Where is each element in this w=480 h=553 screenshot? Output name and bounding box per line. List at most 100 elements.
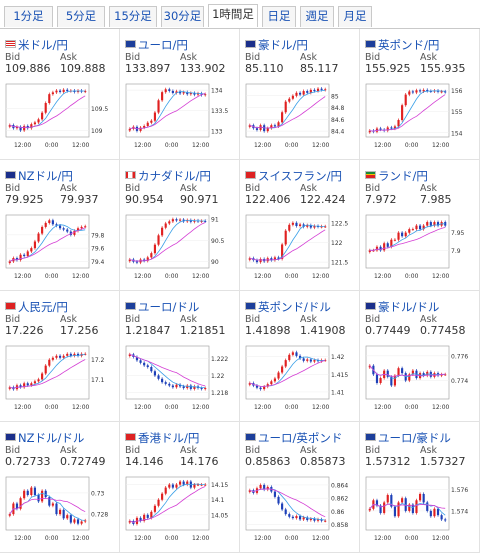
candle-body bbox=[175, 91, 178, 93]
tab-7[interactable]: 週足 bbox=[300, 6, 334, 27]
price-chart[interactable]: 85 84.8 84.6 84.4 12:00 0:00 12:00 bbox=[243, 81, 357, 151]
candle-body bbox=[76, 519, 80, 524]
pair-name-link[interactable]: NZドル/ドル bbox=[18, 431, 85, 445]
candle-body bbox=[193, 386, 196, 389]
pair-card: 豪ドル/円 Bid Ask 85.110 85.117 85 84.8 84.6 84.4 12:… bbox=[240, 29, 360, 160]
pair-name-link[interactable]: 英ポンド/円 bbox=[378, 38, 440, 52]
candle-body bbox=[386, 495, 389, 503]
candle-body bbox=[62, 509, 65, 519]
price-chart[interactable]: 0.864 0.862 0.86 0.858 12:00 0:00 12:00 bbox=[243, 474, 357, 544]
pair-name-link[interactable]: 英ポンド/ドル bbox=[258, 300, 331, 314]
candle-body bbox=[259, 484, 262, 489]
bid-value: 85.110 bbox=[245, 62, 284, 75]
pair-name-link[interactable]: カナダドル/円 bbox=[138, 169, 211, 183]
candle-body bbox=[66, 515, 69, 519]
flag-icon bbox=[5, 302, 16, 310]
price-chart[interactable]: 79.8 79.6 79.4 12:00 0:00 12:00 bbox=[3, 212, 117, 282]
x-tick-label: 12:00 bbox=[254, 273, 271, 280]
candle-body bbox=[175, 484, 178, 488]
tab-3[interactable]: 15分足 bbox=[109, 6, 157, 27]
price-chart[interactable]: 0.73 0.728 12:00 0:00 12:00 bbox=[3, 474, 117, 544]
ask-value: 122.424 bbox=[300, 193, 346, 206]
ask-label: Ask bbox=[300, 314, 317, 325]
pair-title: NZドル/円 bbox=[5, 165, 73, 183]
candle-body bbox=[84, 520, 87, 522]
candle-body bbox=[298, 92, 302, 95]
pair-name-link[interactable]: 人民元/円 bbox=[18, 300, 68, 314]
flag-icon bbox=[365, 302, 376, 310]
price-chart[interactable]: 0.776 0.774 12:00 0:00 12:00 bbox=[363, 343, 477, 413]
pair-name-link[interactable]: NZドル/円 bbox=[18, 169, 73, 183]
pair-name-link[interactable]: ユーロ/円 bbox=[138, 38, 188, 52]
pair-name-link[interactable]: ランド/円 bbox=[378, 169, 428, 183]
candle-body bbox=[386, 243, 389, 247]
pair-card: スイスフラン/円 Bid Ask 122.406 122.424 122.5 122 121.… bbox=[240, 160, 360, 291]
candle-body bbox=[393, 375, 397, 386]
price-chart[interactable]: 91 90.5 90 12:00 0:00 12:00 bbox=[123, 212, 237, 282]
tab-active[interactable]: 1時間足 bbox=[208, 4, 258, 27]
y-tick-label: 0.776 bbox=[451, 353, 468, 360]
ask-label: Ask bbox=[60, 52, 77, 63]
candle-body bbox=[422, 225, 425, 230]
bid-label: Bid bbox=[365, 183, 381, 194]
ask-value: 7.985 bbox=[420, 193, 452, 206]
candle-body bbox=[324, 520, 327, 522]
candle-body bbox=[298, 224, 302, 226]
price-chart[interactable]: 17.2 17.1 12:00 0:00 12:00 bbox=[3, 343, 117, 413]
price-chart[interactable]: 1.42 1.415 1.41 12:00 0:00 12:00 bbox=[243, 343, 357, 413]
candle-body bbox=[397, 502, 400, 517]
price-chart[interactable]: 156 155 154 12:00 0:00 12:00 bbox=[363, 81, 477, 151]
chart-svg: 0.776 0.774 12:00 0:00 12:00 bbox=[365, 345, 468, 411]
pair-title: 香港ドル/円 bbox=[125, 427, 199, 445]
tab-1[interactable]: 1分足 bbox=[4, 6, 53, 27]
candle-body bbox=[418, 493, 422, 501]
plot-frame bbox=[245, 345, 330, 400]
pair-name-link[interactable]: 米ドル/円 bbox=[18, 38, 68, 52]
price-chart[interactable]: 1.222 1.22 1.218 12:00 0:00 12:00 bbox=[123, 343, 237, 413]
candle-body bbox=[157, 375, 160, 379]
pair-name-link[interactable]: 豪ドル/円 bbox=[258, 38, 308, 52]
tab-8[interactable]: 月足 bbox=[338, 6, 372, 27]
x-tick-label: 12:00 bbox=[312, 404, 329, 411]
ma-long-line bbox=[9, 497, 86, 515]
pair-card: 英ポンド/ドル Bid Ask 1.41898 1.41908 1.42 1.415 1.41… bbox=[240, 291, 360, 422]
price-chart[interactable]: 109.5 109 12:00 0:00 12:00 bbox=[3, 81, 117, 151]
price-chart[interactable]: 14.15 14.1 14.05 12:00 0:00 12:00 bbox=[123, 474, 237, 544]
ma-long-line bbox=[129, 486, 206, 523]
x-tick-label: 0:00 bbox=[45, 142, 59, 149]
candle-body bbox=[397, 368, 400, 376]
pair-name-link[interactable]: 豪ドル/ドル bbox=[378, 300, 440, 314]
price-chart[interactable]: 122.5 122 121.5 12:00 0:00 12:00 bbox=[243, 212, 357, 282]
candle-body bbox=[404, 94, 407, 106]
pair-title: 人民元/円 bbox=[5, 296, 68, 314]
y-tick-label: 14.05 bbox=[211, 512, 228, 519]
y-tick-label: 79.4 bbox=[91, 259, 105, 266]
pair-title: 豪ドル/ドル bbox=[365, 296, 439, 314]
candle-body bbox=[33, 122, 37, 125]
price-chart[interactable]: 1.576 1.574 12:00 0:00 12:00 bbox=[363, 474, 477, 544]
x-tick-label: 12:00 bbox=[192, 404, 209, 411]
price-chart[interactable]: 7.95 7.9 12:00 0:00 12:00 bbox=[363, 212, 477, 282]
bid-label: Bid bbox=[5, 183, 21, 194]
candle-body bbox=[426, 222, 429, 226]
x-tick-label: 12:00 bbox=[374, 273, 391, 280]
tab-6[interactable]: 日足 bbox=[262, 6, 296, 27]
pair-name-link[interactable]: ユーロ/英ポンド bbox=[258, 431, 343, 445]
candle-body bbox=[255, 260, 259, 263]
candle-body bbox=[298, 355, 302, 359]
candle-body bbox=[143, 125, 146, 128]
tab-4[interactable]: 30分足 bbox=[161, 6, 204, 27]
candle-body bbox=[401, 105, 404, 121]
pair-name-link[interactable]: ユーロ/豪ドル bbox=[378, 431, 451, 445]
price-chart[interactable]: 134 133.5 133 12:00 0:00 12:00 bbox=[123, 81, 237, 151]
candle-body bbox=[182, 481, 185, 485]
candle-body bbox=[58, 509, 62, 515]
pair-name-link[interactable]: 香港ドル/円 bbox=[138, 431, 200, 445]
pair-name-link[interactable]: ユーロ/ドル bbox=[138, 300, 200, 314]
tab-2[interactable]: 5分足 bbox=[57, 6, 105, 27]
ask-value: 17.256 bbox=[60, 324, 99, 337]
ma-long-line bbox=[249, 229, 326, 261]
candle-body bbox=[415, 500, 418, 514]
pair-name-link[interactable]: スイスフラン/円 bbox=[258, 169, 343, 183]
